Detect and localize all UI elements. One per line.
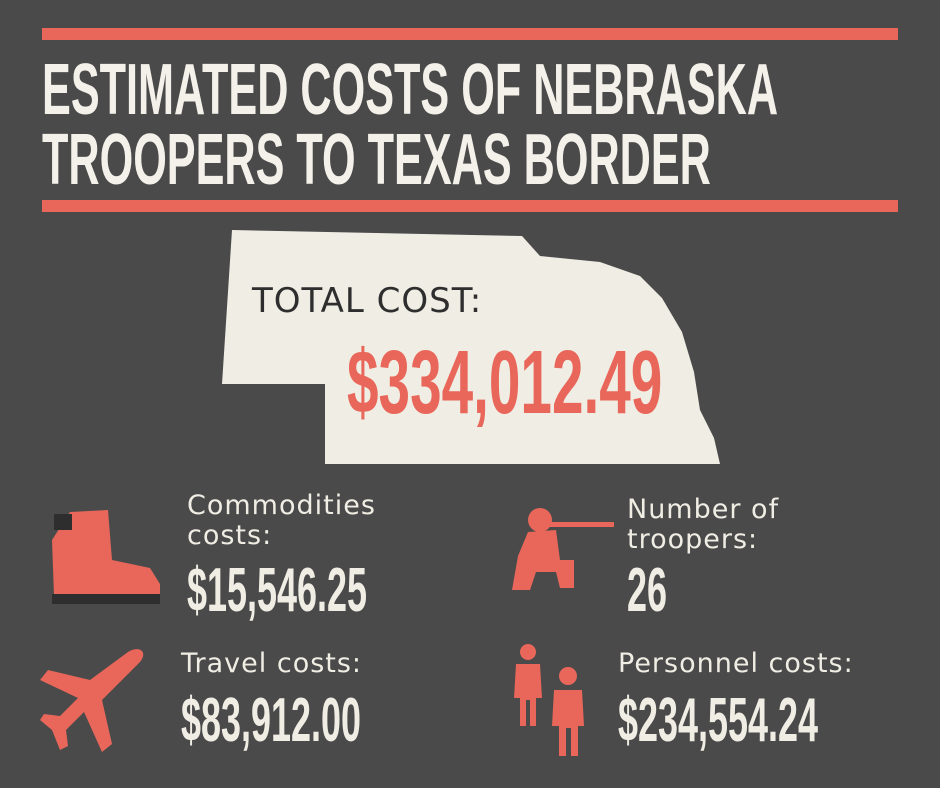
plane-icon xyxy=(40,649,144,752)
total-label: TOTAL COST: xyxy=(252,281,483,321)
title-line: TROOPERS TO TEXAS BORDER xyxy=(42,120,711,200)
title-line: ESTIMATED COSTS OF NEBRASKA xyxy=(42,50,779,130)
item-value: $234,554.24 xyxy=(618,686,818,755)
total-value: $334,012.49 xyxy=(347,333,663,433)
item-value: $15,546.25 xyxy=(187,556,367,625)
item-label: costs: xyxy=(187,520,273,551)
item-label: Personnel costs: xyxy=(618,648,854,679)
red-bar xyxy=(42,200,898,212)
item-value: $83,912.00 xyxy=(181,686,361,755)
item-label: troopers: xyxy=(627,524,759,555)
soldier-icon xyxy=(512,508,614,590)
item-label: Commodities xyxy=(187,490,376,521)
item-value: 26 xyxy=(627,556,668,625)
people-icon xyxy=(514,644,584,756)
red-bar xyxy=(42,28,898,40)
item-label: Travel costs: xyxy=(181,648,363,679)
nebraska-shape xyxy=(222,230,720,464)
item-label: Number of xyxy=(627,494,780,525)
boot-icon xyxy=(52,510,160,604)
